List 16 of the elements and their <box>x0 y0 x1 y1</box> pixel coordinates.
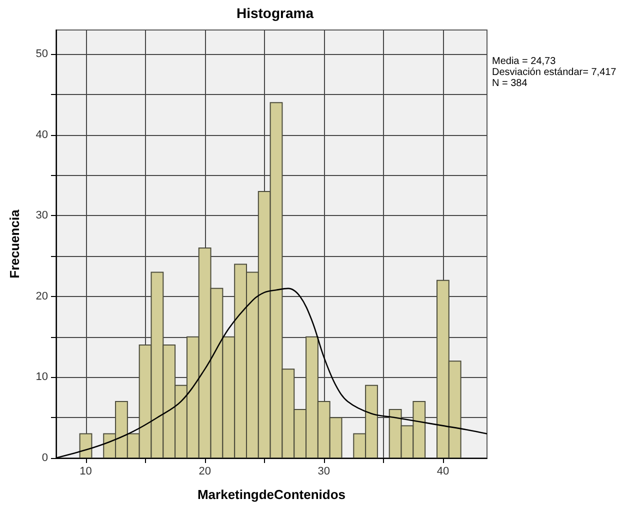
y-tick-label: 40 <box>36 128 48 141</box>
chart-title: Histograma <box>236 5 314 21</box>
text: Media = 24,73 <box>492 56 556 67</box>
y-axis-title: Frecuencia <box>7 208 22 278</box>
x-axis-title: MarketingdeContenidos <box>197 487 346 502</box>
x-tick-label: 40 <box>436 466 450 478</box>
x-tick-label: 10 <box>80 466 92 478</box>
x-tick-label: 30 <box>318 466 330 478</box>
y-tick-label: 30 <box>36 210 48 222</box>
y-tick-label: 10 <box>36 371 48 384</box>
text: N = 384 <box>492 78 528 89</box>
text: Desviación estándar= 7,417 <box>492 67 617 78</box>
y-tick-label: 20 <box>36 290 48 302</box>
y-tick-label: 50 <box>36 48 48 60</box>
y-tick-label: 0 <box>42 452 48 464</box>
x-tick-label: 20 <box>198 466 211 478</box>
